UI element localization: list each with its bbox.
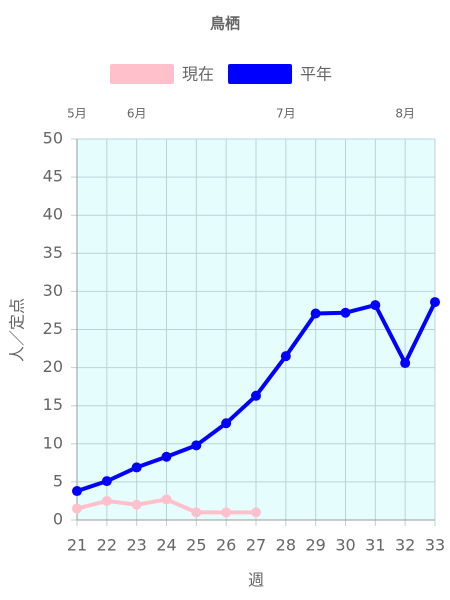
y-tick-label: 15 bbox=[43, 395, 63, 414]
x-tick-label: 23 bbox=[126, 536, 146, 555]
legend-swatch bbox=[110, 64, 174, 84]
y-tick-label: 50 bbox=[43, 129, 63, 148]
y-tick-label: 45 bbox=[43, 167, 63, 186]
x-tick-label: 22 bbox=[97, 536, 117, 555]
data-point bbox=[370, 300, 381, 311]
y-axis-label: 人／定点 bbox=[8, 298, 27, 362]
data-point bbox=[161, 494, 172, 505]
x-tick-label: 24 bbox=[156, 536, 176, 555]
x-tick-label: 31 bbox=[365, 536, 385, 555]
x-tick-label: 30 bbox=[335, 536, 355, 555]
data-point bbox=[280, 351, 291, 362]
data-point bbox=[191, 507, 202, 518]
x-tick-label: 28 bbox=[276, 536, 296, 555]
month-label: 5月 bbox=[67, 107, 87, 121]
x-tick-label: 29 bbox=[305, 536, 325, 555]
data-point bbox=[430, 297, 440, 308]
data-point bbox=[221, 507, 232, 518]
x-tick-label: 25 bbox=[186, 536, 206, 555]
x-axis-label: 週 bbox=[248, 571, 264, 590]
legend-swatch bbox=[228, 64, 293, 84]
x-tick-label: 26 bbox=[216, 536, 236, 555]
y-tick-label: 40 bbox=[43, 205, 63, 224]
y-tick-label: 10 bbox=[43, 433, 63, 452]
data-point bbox=[340, 307, 351, 318]
x-tick-label: 27 bbox=[246, 536, 266, 555]
data-point bbox=[101, 495, 112, 506]
data-point bbox=[131, 462, 142, 473]
y-tick-label: 0 bbox=[53, 510, 63, 529]
y-tick-label: 30 bbox=[43, 281, 63, 300]
y-tick-label: 35 bbox=[43, 243, 63, 262]
y-tick-label: 25 bbox=[43, 319, 63, 338]
data-point bbox=[251, 390, 261, 401]
data-point bbox=[131, 499, 142, 510]
data-point bbox=[400, 358, 411, 369]
x-tick-label: 21 bbox=[67, 536, 87, 555]
month-label: 8月 bbox=[395, 107, 415, 121]
data-point bbox=[72, 503, 82, 514]
y-tick-label: 20 bbox=[43, 357, 63, 376]
x-tick-label: 33 bbox=[425, 536, 445, 555]
x-tick-label: 32 bbox=[395, 536, 415, 555]
y-tick-label: 5 bbox=[53, 471, 63, 490]
legend-label: 現在 bbox=[182, 65, 214, 84]
data-point bbox=[221, 418, 232, 429]
month-label: 6月 bbox=[127, 107, 147, 121]
data-point bbox=[310, 308, 321, 319]
legend-label: 平年 bbox=[300, 65, 332, 84]
data-point bbox=[72, 486, 82, 497]
data-point bbox=[251, 507, 261, 518]
chart-title: 鳥栖 bbox=[210, 15, 240, 33]
data-point bbox=[101, 476, 112, 487]
month-label: 7月 bbox=[276, 107, 296, 121]
data-point bbox=[191, 440, 202, 451]
data-point bbox=[161, 451, 172, 462]
